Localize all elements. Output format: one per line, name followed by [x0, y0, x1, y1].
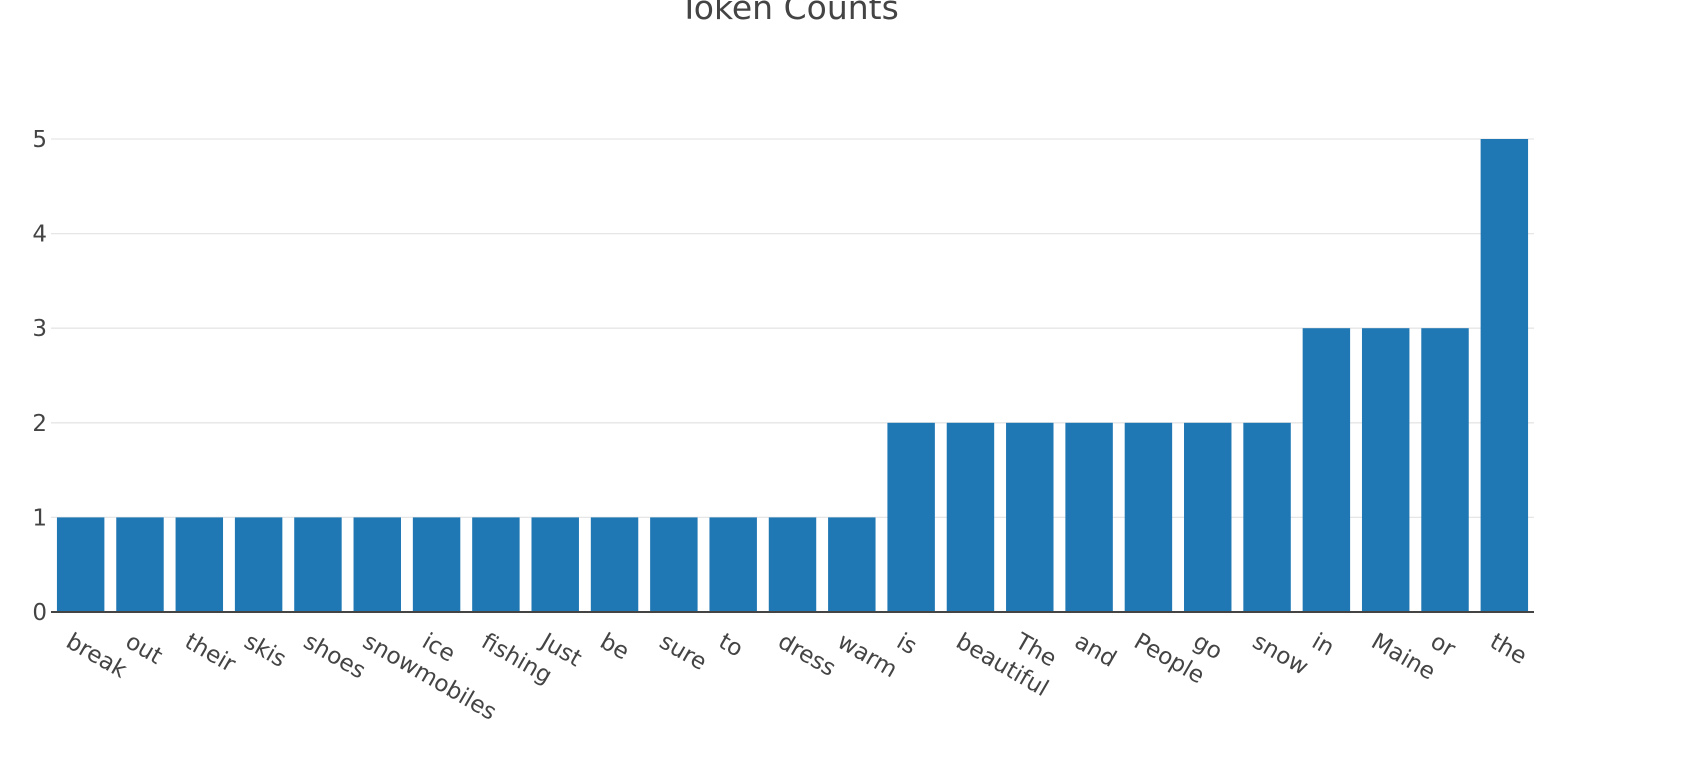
bar-dress [768, 517, 817, 612]
bar-out [116, 517, 164, 612]
x-tick-label: warm [833, 629, 902, 684]
x-tick-label: be [596, 629, 634, 666]
bar-skis [234, 517, 283, 612]
bar-beautiful [946, 422, 995, 612]
bar-The [1006, 422, 1054, 612]
y-tick-label: 4 [32, 222, 47, 248]
bar-in [1302, 328, 1351, 612]
x-tick-label: to [714, 629, 747, 663]
bar-is [887, 422, 935, 612]
bar-their [175, 517, 224, 612]
bar-ice [412, 517, 461, 612]
x-tick-label: skis [240, 629, 291, 673]
y-tick-labels: 0 1 2 3 4 5 [32, 127, 47, 626]
x-tick-label: and [1070, 629, 1120, 673]
bar-Just [531, 517, 579, 612]
bar-the [1480, 139, 1529, 612]
bar-be [590, 517, 639, 612]
bar-snow [1243, 422, 1291, 612]
x-tick-label: is [892, 629, 921, 661]
y-tick-label: 0 [32, 600, 47, 626]
x-tick-label: Maine [1367, 629, 1440, 686]
x-tick-label: shoes [299, 629, 370, 685]
bar-People [1124, 422, 1173, 612]
y-tick-label: 5 [32, 127, 47, 153]
y-tick-label: 2 [32, 411, 47, 437]
x-tick-label: snow [1248, 629, 1312, 681]
bar-and [1065, 422, 1113, 612]
bar-go [1184, 422, 1232, 612]
bar-sure [650, 517, 698, 612]
x-tick-label: sure [655, 629, 711, 676]
bar-snowmobiles [353, 517, 401, 612]
x-tick-label: dress [774, 629, 840, 682]
x-tick-label: break [62, 629, 132, 684]
bars [56, 139, 1529, 612]
bar-Maine [1361, 328, 1410, 612]
y-tick-label: 1 [32, 505, 47, 531]
x-tick-label: their [180, 629, 240, 679]
bar-to [709, 517, 757, 612]
chart-title: Token Counts [679, 0, 899, 27]
bar-fishing [472, 517, 520, 612]
bar-shoes [294, 517, 342, 612]
bar-or [1421, 328, 1469, 612]
bar-break [56, 517, 105, 612]
bar-warm [828, 517, 876, 612]
x-tick-label: the [1485, 629, 1531, 670]
x-tick-label: in [1307, 629, 1338, 662]
y-tick-label: 3 [32, 316, 47, 342]
